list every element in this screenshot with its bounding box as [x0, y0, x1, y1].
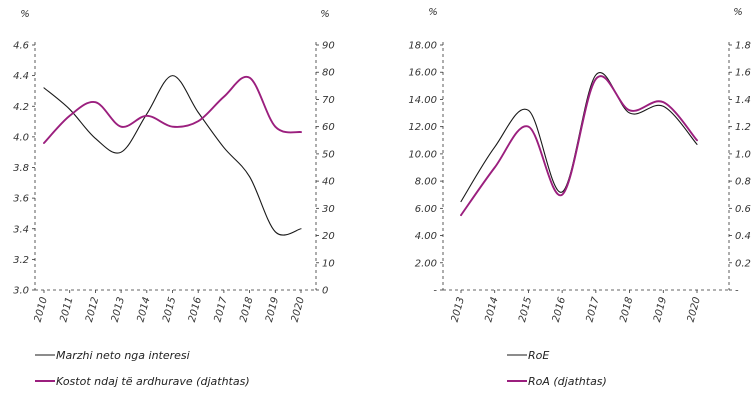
x-tick-label: 2018 — [618, 296, 635, 323]
y-axis-right-unit: % — [320, 9, 330, 20]
y-left-tick-label: 4.2 — [13, 102, 29, 113]
x-tick-label: 2011 — [58, 296, 75, 323]
y-left-tick-label: 4.6 — [13, 41, 29, 52]
y-left-tick-label: 2.00 — [415, 258, 437, 269]
series-line-secondary — [460, 75, 698, 217]
y-left-tick-label: 3.6 — [13, 194, 29, 205]
legend-label: RoA (djathtas) — [528, 375, 607, 388]
y-left-tick-label: 18.00 — [408, 41, 437, 52]
x-tick-label: 2013 — [110, 296, 127, 323]
y-right-tick-label: 50 — [322, 149, 335, 160]
y-left-tick-label: 14.00 — [408, 95, 437, 106]
x-tick-label: 2015 — [161, 296, 178, 323]
x-tick-label: 2019 — [264, 296, 281, 323]
y-right-tick-label: 0.80 — [735, 177, 751, 188]
y-axis-left-unit: % — [20, 9, 30, 20]
y-right-tick-label: 1.20 — [735, 122, 751, 133]
y-left-tick-label: 4.4 — [13, 71, 29, 82]
y-left-tick-label: 8.00 — [415, 177, 437, 188]
x-tick-label: 2019 — [652, 296, 669, 323]
y-right-tick-label: 1.80 — [735, 41, 751, 52]
y-left-tick-label: 10.00 — [408, 149, 437, 160]
y-left-tick-label: 4.00 — [415, 231, 437, 242]
y-left-tick-label: 16.00 — [408, 68, 437, 79]
x-tick-label: 2020 — [290, 296, 307, 323]
y-left-tick-label: 3.2 — [13, 255, 29, 266]
y-right-tick-label: 40 — [322, 177, 335, 188]
x-tick-label: 2016 — [551, 296, 568, 323]
y-axis-right-unit: % — [733, 7, 743, 18]
y-right-tick-label: 60 — [322, 122, 335, 133]
x-tick-label: 2013 — [450, 296, 467, 323]
y-right-tick-label: 1.60 — [735, 68, 751, 79]
y-right-tick-label: 0.20 — [735, 258, 751, 269]
x-tick-label: 2017 — [585, 295, 602, 323]
series-line-primary — [43, 75, 302, 236]
y-right-tick-label: 10 — [322, 258, 335, 269]
y-right-tick-label: 0.60 — [735, 204, 751, 215]
y-right-tick-label: 20 — [322, 231, 335, 242]
y-left-tick-label: 3.8 — [13, 163, 29, 174]
y-left-tick-label: 4.0 — [13, 132, 29, 143]
x-tick-label: 2015 — [517, 296, 534, 323]
y-left-tick-label: 3.0 — [13, 286, 29, 297]
y-axis-left-unit: % — [428, 7, 438, 18]
y-left-tick-label: 6.00 — [415, 204, 437, 215]
y-right-tick-label: 0.40 — [735, 231, 751, 242]
y-right-tick-label: 1.00 — [735, 149, 751, 160]
legend-label: Marzhi neto nga interesi — [56, 349, 190, 362]
y-left-tick-label: 12.00 — [408, 122, 437, 133]
y-right-tick-label: - — [735, 286, 739, 297]
x-tick-label: 2018 — [238, 296, 255, 323]
x-tick-label: 2017 — [213, 295, 230, 323]
x-tick-label: 2020 — [686, 296, 703, 323]
legend-label: RoE — [528, 349, 549, 362]
series-line-secondary — [43, 75, 302, 144]
x-tick-label: 2014 — [483, 296, 500, 323]
y-left-tick-label: 3.4 — [13, 224, 29, 235]
y-right-tick-label: 90 — [322, 41, 335, 52]
y-right-tick-label: 1.40 — [735, 95, 751, 106]
legend-label: Kostot ndaj të ardhurave (djathtas) — [56, 375, 250, 388]
y-right-tick-label: 70 — [322, 95, 335, 106]
x-tick-label: 2010 — [33, 296, 50, 323]
y-left-tick-label: - — [433, 286, 437, 297]
x-tick-label: 2016 — [187, 296, 204, 323]
y-right-tick-label: 30 — [322, 204, 335, 215]
x-tick-label: 2014 — [135, 296, 152, 323]
y-right-tick-label: 80 — [322, 68, 335, 79]
x-tick-label: 2012 — [84, 296, 101, 323]
y-right-tick-label: 0 — [322, 286, 328, 297]
